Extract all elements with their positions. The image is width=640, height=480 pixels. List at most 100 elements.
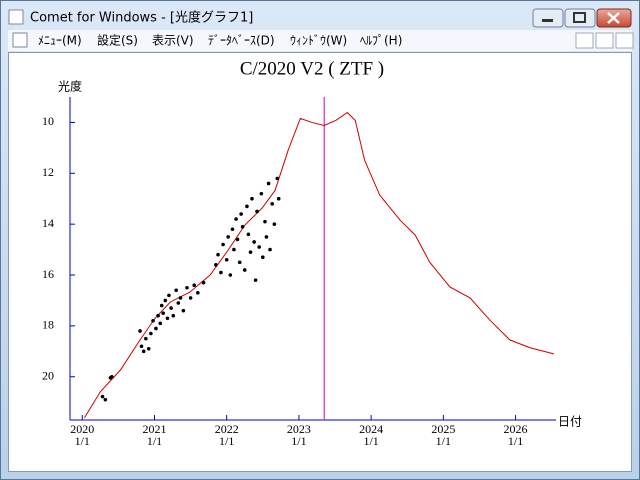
observation-point	[156, 313, 160, 318]
observation-point	[235, 237, 240, 242]
observation-point	[246, 232, 251, 237]
observation-point	[232, 247, 236, 252]
observation-point	[185, 285, 189, 290]
observation-point	[100, 394, 105, 399]
observation-point	[245, 204, 249, 209]
observation-point	[257, 245, 262, 249]
y-tick-label: 16	[42, 267, 54, 281]
close-glyph	[607, 12, 620, 24]
observation-point	[248, 250, 253, 254]
doc-icon	[12, 32, 28, 48]
menu-item[interactable]: 設定(S)	[97, 33, 138, 48]
observation-point	[270, 202, 274, 206]
observation-point	[201, 280, 206, 285]
observation-point	[263, 219, 267, 224]
observation-point	[169, 306, 173, 310]
menu-item[interactable]: ﾒﾆｭｰ(M)	[38, 34, 82, 48]
observation-point	[272, 222, 277, 226]
series-line	[84, 111, 554, 418]
observation-point	[240, 224, 245, 229]
observation-point	[224, 257, 229, 262]
x-tick-label: 2024 1/1	[359, 422, 383, 448]
y-tick-label: 20	[42, 369, 54, 383]
maximize-button[interactable]	[564, 8, 596, 28]
chart-title: C/2020 V2 ( ZTF )	[240, 58, 384, 79]
window-controls[interactable]	[532, 8, 632, 28]
observation-point	[250, 196, 254, 201]
observation-point	[154, 326, 158, 331]
menu-item[interactable]: ﾃﾞｰﾀﾍﾞｰｽ(D)	[208, 34, 275, 48]
menu-item[interactable]: ﾍﾙﾌﾟ(H)	[360, 34, 402, 48]
observation-point	[253, 278, 258, 282]
observation-point	[171, 313, 176, 318]
observation-point	[167, 293, 171, 298]
y-tick-label: 14	[42, 216, 54, 230]
observation-point	[230, 227, 235, 232]
observation-point	[228, 273, 233, 277]
observation-point	[163, 298, 168, 303]
observation-point	[192, 283, 197, 288]
doc-minimize[interactable]	[575, 32, 594, 49]
observation-point	[214, 263, 218, 267]
observation-point	[149, 331, 153, 336]
observation-point	[219, 270, 223, 275]
observation-point	[141, 349, 146, 354]
observation-point	[174, 288, 178, 293]
x-tick-label: 2023 1/1	[287, 422, 311, 448]
observation-point	[264, 235, 269, 239]
y-tick-label: 12	[42, 165, 54, 179]
chart: C/2020 V2 ( ZTF ) 光度 日付 10 12 14 16 18 20 2020…	[42, 58, 582, 447]
observation-point	[161, 311, 165, 315]
observation-point	[237, 260, 242, 265]
observation-point	[159, 303, 164, 308]
observation-point	[275, 176, 280, 181]
y-axis-label: 光度	[58, 79, 82, 94]
x-tick-label: 2026 1/1	[504, 422, 528, 448]
observation-point	[221, 242, 225, 247]
observation-point	[226, 235, 230, 239]
observation-point	[239, 212, 243, 216]
observation-point	[216, 252, 220, 257]
window-title: Comet for Windows - [光度グラフ1]	[30, 10, 253, 26]
observation-point	[261, 255, 265, 260]
menu-item[interactable]: ｳｨﾝﾄﾞｳ(W)	[290, 34, 347, 48]
observation-point	[110, 374, 114, 379]
x-axis-label: 日付	[558, 415, 582, 429]
observation-point	[176, 301, 181, 305]
y-tick-label: 10	[42, 114, 54, 128]
x-tick-label: 2020 1/1	[70, 422, 94, 448]
observation-point	[103, 397, 108, 402]
observation-point	[266, 181, 271, 186]
menu-bar	[8, 30, 632, 51]
app-icon	[8, 9, 24, 25]
observation-point	[158, 321, 163, 326]
observation-point	[234, 217, 238, 221]
observation-point	[252, 240, 256, 244]
menu-item[interactable]: 表示(V)	[152, 34, 194, 48]
observation-point	[178, 296, 183, 300]
doc-close[interactable]	[615, 32, 634, 49]
x-tick-label: 2022 1/1	[215, 422, 239, 448]
y-tick-label: 18	[42, 318, 54, 332]
minimize-button[interactable]	[532, 8, 564, 28]
doc-restore[interactable]	[595, 32, 614, 49]
observation-point	[146, 346, 151, 351]
observation-point	[165, 316, 170, 321]
observation-point	[196, 291, 200, 295]
observation-point	[276, 196, 281, 201]
observation-point	[151, 319, 155, 323]
observation-point	[259, 191, 264, 196]
observation-point	[242, 268, 247, 272]
menu: ﾒﾆｭｰ(M) 設定(S) 表示(V) ﾃﾞｰﾀﾍﾞｰｽ(D) ｳｨﾝﾄﾞｳ(W) ﾍﾙﾌ…	[38, 33, 402, 48]
observation-point	[188, 296, 193, 300]
observation-point	[268, 247, 272, 252]
maximize-glyph	[573, 12, 586, 23]
observation-point	[181, 308, 186, 313]
observation-point	[138, 329, 142, 333]
observation-point	[255, 209, 259, 214]
x-tick-label: 2025 1/1	[431, 422, 455, 448]
observation-point	[144, 336, 148, 341]
observation-point	[139, 344, 144, 349]
client-area	[8, 52, 632, 472]
